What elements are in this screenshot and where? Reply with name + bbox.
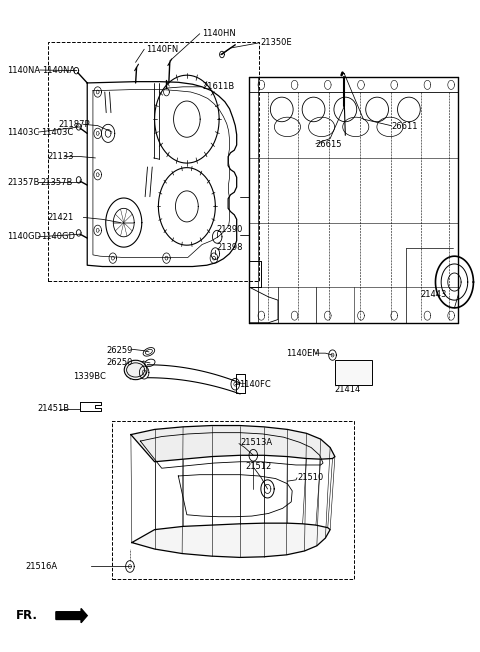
Text: 26259: 26259 bbox=[106, 346, 132, 355]
Text: 26250: 26250 bbox=[106, 358, 132, 366]
Text: 21421: 21421 bbox=[48, 213, 74, 222]
Text: 21357B: 21357B bbox=[41, 178, 73, 187]
Text: 21398: 21398 bbox=[216, 243, 243, 252]
Text: 21451B: 21451B bbox=[37, 404, 69, 413]
Polygon shape bbox=[56, 608, 87, 623]
Text: 21357B: 21357B bbox=[8, 178, 40, 187]
Text: 21513A: 21513A bbox=[240, 438, 272, 447]
Ellipse shape bbox=[124, 361, 147, 379]
Bar bbox=[48, 42, 259, 281]
Text: 1140NA: 1140NA bbox=[8, 65, 41, 74]
Text: 21390: 21390 bbox=[216, 224, 243, 233]
Text: 21187P: 21187P bbox=[59, 120, 90, 129]
Bar bbox=[335, 360, 372, 385]
Polygon shape bbox=[132, 523, 330, 557]
Text: 1140HN: 1140HN bbox=[202, 29, 236, 38]
Bar bbox=[112, 421, 354, 580]
Text: 21512: 21512 bbox=[246, 462, 272, 471]
Text: 21133: 21133 bbox=[48, 152, 74, 161]
Text: 11403C: 11403C bbox=[8, 128, 40, 136]
Text: 1140GD: 1140GD bbox=[41, 232, 75, 241]
Text: 1140GD: 1140GD bbox=[8, 232, 42, 241]
Text: 21611B: 21611B bbox=[202, 82, 234, 91]
Polygon shape bbox=[131, 426, 335, 462]
Text: 1140FC: 1140FC bbox=[239, 379, 271, 389]
Text: FR.: FR. bbox=[16, 609, 38, 622]
Text: 1140FN: 1140FN bbox=[146, 45, 179, 54]
Text: 26615: 26615 bbox=[315, 140, 341, 149]
Text: 1140NA: 1140NA bbox=[42, 65, 75, 74]
Text: 11403C: 11403C bbox=[41, 128, 73, 136]
Text: 21350E: 21350E bbox=[260, 38, 291, 48]
Text: 21443: 21443 bbox=[420, 291, 447, 299]
Text: 21414: 21414 bbox=[335, 385, 361, 394]
Text: 1140EM: 1140EM bbox=[287, 349, 320, 358]
Text: 21510: 21510 bbox=[298, 473, 324, 482]
Text: 1339BC: 1339BC bbox=[73, 372, 106, 381]
Text: 26611: 26611 bbox=[392, 123, 419, 132]
Text: 21516A: 21516A bbox=[25, 562, 58, 571]
